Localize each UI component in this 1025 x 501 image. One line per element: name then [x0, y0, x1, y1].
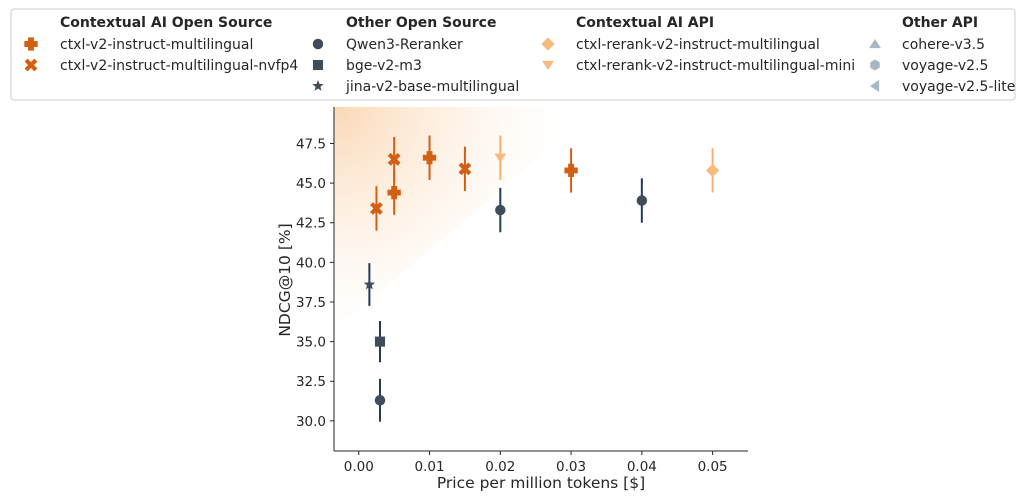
- legend-marker-star: [312, 80, 324, 91]
- legend-marker-triangle-left: [869, 80, 880, 92]
- legend-marker-hexagon: [870, 59, 880, 71]
- legend-entry-label: bge-v2-m3: [346, 58, 422, 74]
- x-ticks: 0.00 0.01 0.02 0.03 0.04 0.05: [344, 451, 728, 475]
- legend-marker-circle: [312, 38, 324, 50]
- legend-entry-label: voyage-v2.5: [902, 58, 988, 74]
- x-tick-label: 0.02: [485, 459, 515, 475]
- y-axis-label: NDCG@10 [%]: [276, 223, 294, 336]
- data-point-circle: [374, 395, 386, 406]
- legend-entry-label: ctxl-v2-instruct-multilingual-nvfp4: [60, 58, 298, 74]
- x-tick-label: 0.00: [344, 459, 374, 475]
- legend-entry-label: ctxl-rerank-v2-instruct-multilingual: [576, 37, 820, 53]
- legend-marker-x: [24, 58, 38, 72]
- legend-marker-square: [312, 59, 324, 71]
- legend-entry-label: ctxl-rerank-v2-instruct-multilingual-min…: [576, 58, 855, 74]
- y-tick-label: 35.0: [296, 335, 326, 351]
- legend-marker-triangle-down: [542, 60, 554, 71]
- data-point-diamond: [705, 163, 720, 178]
- legend-box: [10, 8, 1016, 101]
- legend-group-title: Contextual AI API: [576, 15, 714, 31]
- data-point-star: [363, 278, 376, 290]
- y-tick-label: 30.0: [296, 414, 326, 430]
- data-point-x: [370, 202, 383, 215]
- legend-entry-label: cohere-v3.5: [902, 37, 985, 53]
- x-tick-label: 0.03: [556, 459, 586, 475]
- legend-entry-label: Qwen3-Reranker: [346, 37, 463, 53]
- data-point-x: [458, 162, 472, 176]
- y-tick-label: 47.5: [296, 136, 326, 152]
- legend-group-title: Other Open Source: [346, 15, 496, 31]
- x-tick-label: 0.04: [627, 459, 657, 475]
- data-point-plus: [387, 185, 401, 200]
- legend-marker-triangle-up: [869, 38, 881, 49]
- x-tick-label: 0.01: [415, 459, 445, 475]
- legend-marker-diamond: [541, 37, 555, 51]
- y-tick-label: 37.5: [296, 295, 326, 311]
- x-tick-label: 0.05: [698, 459, 728, 475]
- legend-group-title: Contextual AI Open Source: [60, 15, 272, 31]
- data-point-plus: [422, 151, 437, 165]
- legend-entry-label: voyage-v2.5-lite: [902, 79, 1015, 95]
- data-point-plus: [564, 163, 578, 178]
- y-tick-label: 45.0: [296, 176, 326, 192]
- data-point-triangle-down: [494, 153, 507, 163]
- y-tick-label: 42.5: [296, 216, 326, 232]
- y-tick-label: 40.0: [296, 255, 326, 271]
- y-ticks: 30.0 32.5 35.0 37.5 40.0 42.5 45.0 47.5: [296, 136, 334, 430]
- legend-group-title: Other API: [902, 15, 978, 31]
- data-points: [363, 135, 720, 422]
- pareto-shading: [334, 107, 600, 330]
- legend-entry-label: jina-v2-base-multilingual: [345, 79, 519, 95]
- legend-marker-plus: [24, 37, 38, 51]
- x-axis-label: Price per million tokens [$]: [437, 474, 645, 492]
- data-point-circle: [636, 195, 648, 206]
- data-point-circle: [495, 204, 506, 216]
- data-point-square: [374, 336, 386, 347]
- legend: Contextual AI Open Source ctxl-v2-instruc…: [24, 15, 1015, 95]
- legend-entry-label: ctxl-v2-instruct-multilingual: [60, 37, 253, 53]
- y-tick-label: 32.5: [296, 374, 326, 390]
- data-point-x: [387, 152, 401, 166]
